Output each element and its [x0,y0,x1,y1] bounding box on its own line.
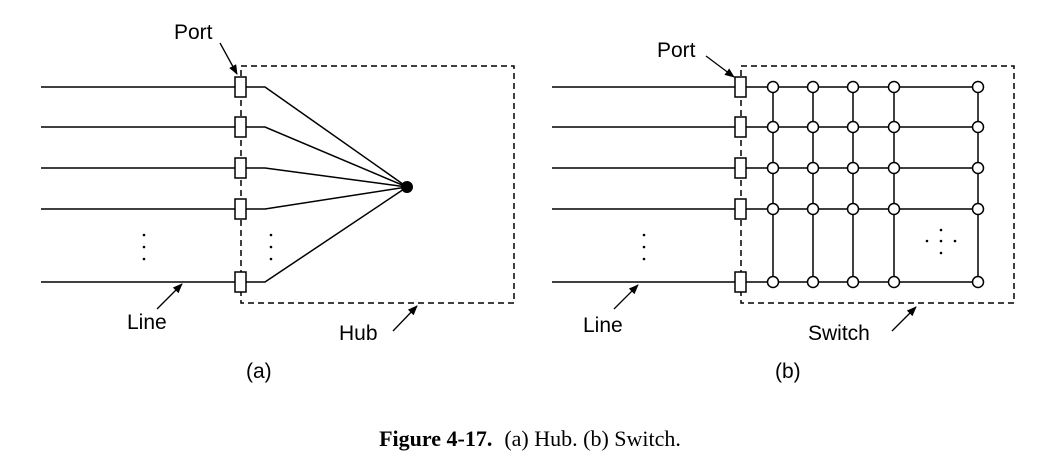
crossbar-node [806,120,820,134]
switch-lines [552,86,735,283]
crossbar-node [806,202,820,216]
figure-caption-text: (a) Hub. (b) Switch. [504,426,681,451]
switch-port [734,198,747,220]
crossbar-node [846,202,860,216]
figure-caption: Figure 4-17. (a) Hub. (b) Switch. [379,426,681,451]
hub-line-arrow [156,283,183,310]
switch-diagram: Port Line Switch (b) [552,39,1015,383]
hub-arrow [392,305,418,332]
hub-port [234,116,247,138]
hub-fan-line [246,86,408,188]
hub-fan-line [246,167,408,188]
crossbar-node [887,202,901,216]
crossbar-node [971,120,985,134]
crossbar-node [766,80,780,94]
switch-port [734,116,747,138]
hub-fan-line [246,186,408,210]
crossbar-node [846,161,860,175]
switch-ellipsis [642,228,957,261]
crossbar-node [806,161,820,175]
switch-line-label: Line [583,314,623,337]
hub-fan-line [246,126,408,188]
panel-b-label: (b) [775,360,801,383]
switch-line-arrow [613,284,639,310]
switch-port-label: Port [657,39,696,62]
crossbar-node [766,202,780,216]
hub-port [234,271,247,293]
crossbar-node [971,80,985,94]
hub-port [234,76,247,98]
crossbar-node [887,120,901,134]
switch-port [734,76,747,98]
hub-ellipsis [142,233,273,261]
hub-fan-line [246,186,408,283]
switch-label: Switch [808,322,870,345]
hub-port [234,157,247,179]
hub-line-label: Line [127,311,167,334]
hub-lines [41,86,235,283]
crossbar-node [971,161,985,175]
switch-arrow [891,306,917,332]
crossbar-node [806,275,820,289]
crossbar-node [766,275,780,289]
hub-fan-lines [246,86,408,283]
hub-label: Hub [339,322,378,345]
crossbar-wires [746,86,979,283]
figure-number: Figure 4-17. [379,426,492,451]
crossbar-node [887,161,901,175]
crossbar-node [806,80,820,94]
crossbar-node [971,275,985,289]
switch-box [740,65,1015,304]
crossbar-node [766,161,780,175]
crossbar-node [766,120,780,134]
hub-port-arrow [219,42,238,75]
hub-center-node [401,181,413,193]
crossbar-node [887,275,901,289]
hub-diagram: Port Line Hub (a) [41,21,515,383]
crossbar-node [971,202,985,216]
switch-port-arrow [705,55,735,78]
crossbar-nodes [766,80,985,289]
switch-port [734,271,747,293]
crossbar-node [887,80,901,94]
panel-a-label: (a) [246,360,272,383]
switch-port [734,157,747,179]
crossbar-node [846,80,860,94]
hub-box [240,65,515,304]
crossbar-node [846,275,860,289]
hub-port [234,198,247,220]
hub-port-label: Port [174,21,213,44]
crossbar-node [846,120,860,134]
